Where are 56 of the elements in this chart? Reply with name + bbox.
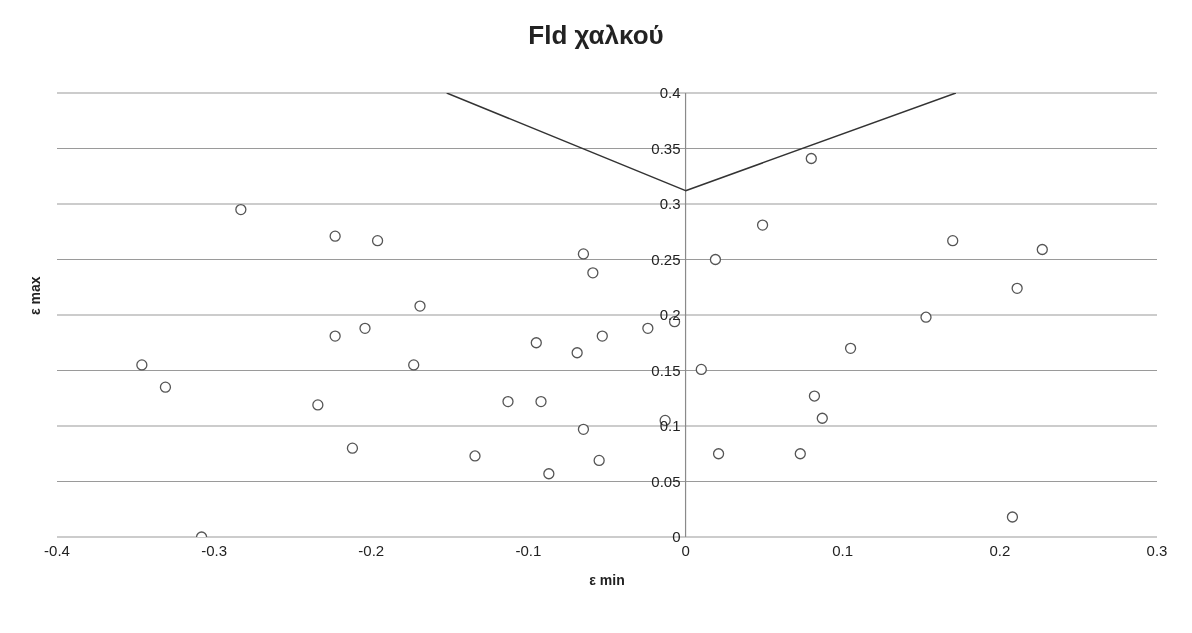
point: [712, 448, 725, 460]
chart-title: Fld χαλκού: [527, 20, 665, 51]
point: [408, 359, 420, 371]
point: [920, 311, 932, 323]
point: [329, 230, 341, 242]
y-tick-label: 0.4: [659, 84, 681, 101]
point: [587, 267, 599, 279]
point: [346, 442, 359, 454]
x-axis-title: ε min: [589, 572, 625, 588]
point: [709, 253, 722, 266]
y-axis-title: ε max: [26, 276, 43, 315]
y-tick-label: 0.15: [651, 361, 681, 379]
x-tick-label: -0.2: [358, 541, 385, 559]
point: [414, 300, 426, 312]
point: [571, 347, 583, 359]
y-tick-label: 0.1: [659, 417, 681, 434]
y-tick-label: 0.25: [651, 250, 681, 268]
x-tick-label: -0.4: [44, 541, 70, 559]
point: [502, 395, 514, 408]
point: [136, 359, 148, 371]
point: [359, 322, 371, 334]
y-tick-label: 0.35: [651, 139, 681, 157]
point: [1011, 282, 1023, 295]
point: [535, 395, 547, 408]
x-tick-label: 0.2: [989, 541, 1011, 559]
point: [596, 330, 608, 342]
point: [794, 448, 806, 460]
point: [805, 152, 817, 165]
point: [844, 342, 857, 354]
point: [235, 203, 247, 216]
y-tick-label: 0.2: [659, 306, 681, 323]
point: [577, 248, 590, 260]
point: [159, 381, 172, 393]
point: [371, 234, 384, 247]
point: [816, 412, 828, 424]
point: [1006, 511, 1019, 523]
point: [808, 390, 821, 402]
point: [756, 219, 769, 231]
y-tick-label: 0.05: [651, 472, 681, 490]
point: [469, 450, 481, 462]
point: [530, 337, 542, 349]
x-tick-label: 0.1: [832, 541, 854, 559]
x-tick-label: 0.3: [1146, 541, 1168, 559]
point: [543, 468, 555, 480]
y-tick-label: 0: [672, 528, 681, 545]
x-tick-label: -0.3: [201, 541, 228, 559]
point: [947, 234, 959, 247]
y-tick-label: 0.3: [659, 195, 681, 212]
x-tick-label: -0.1: [515, 541, 542, 559]
point: [312, 399, 324, 411]
point: [695, 363, 707, 376]
point: [577, 423, 590, 435]
point: [329, 330, 341, 342]
point: [593, 454, 605, 467]
point: [1036, 243, 1048, 256]
point: [642, 322, 654, 334]
